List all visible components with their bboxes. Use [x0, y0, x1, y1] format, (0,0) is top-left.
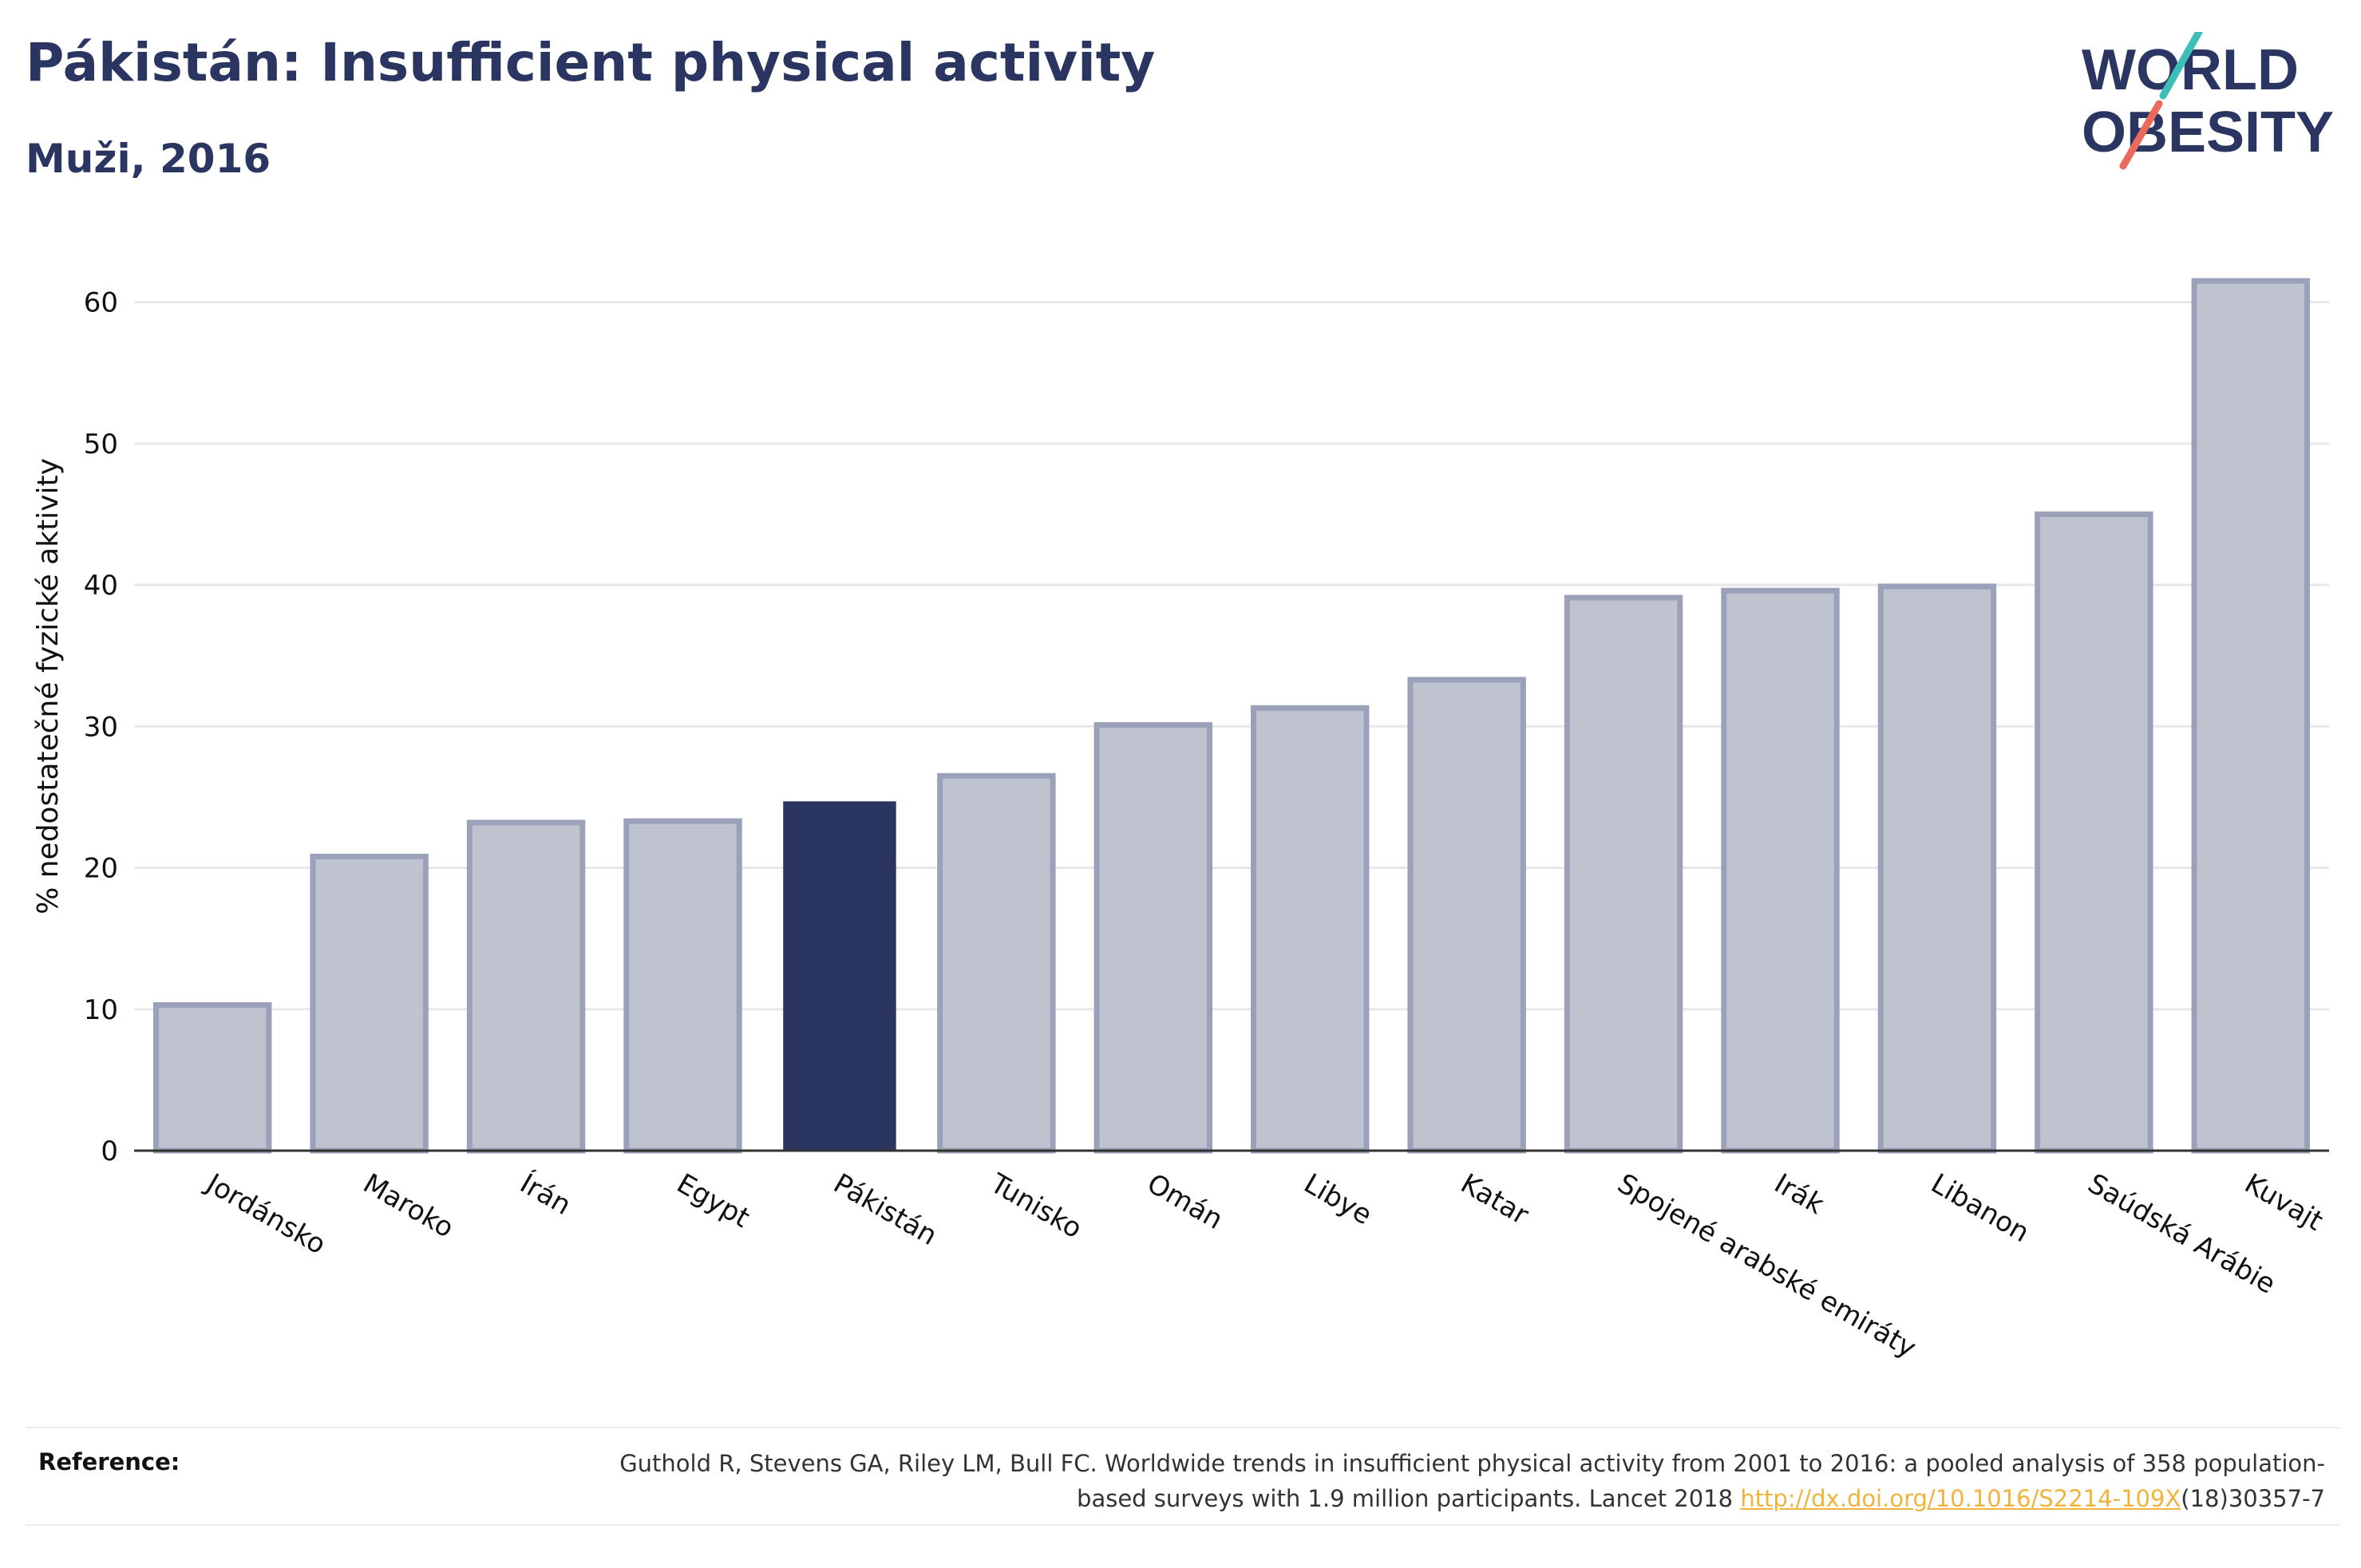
- bar-katar: [1407, 677, 1526, 1154]
- y-tick-label: 10: [84, 994, 118, 1026]
- bar-egypt: [623, 818, 742, 1154]
- bar-irák: [1721, 587, 1840, 1154]
- logo-slash-coral: [2119, 100, 2163, 170]
- bar-libye: [1251, 705, 1370, 1154]
- y-axis-label: % nedostatečné fyzické aktivity: [32, 458, 65, 914]
- y-tick-label: 60: [84, 287, 118, 319]
- x-tick-label: Tunisko: [984, 1167, 1087, 1246]
- y-tick-label: 0: [101, 1136, 118, 1167]
- x-tick-label: Irák: [1769, 1167, 1829, 1221]
- y-tick-label: 50: [84, 429, 118, 460]
- grid-lines: [134, 301, 2329, 1011]
- x-tick-label: Írán: [515, 1167, 577, 1222]
- y-tick-label: 40: [84, 570, 118, 602]
- x-tick-label: Libye: [1299, 1167, 1378, 1231]
- x-tick-label: Jordánsko: [200, 1167, 331, 1261]
- x-tick-label: Egypt: [671, 1167, 755, 1234]
- x-tick-label: Katar: [1455, 1167, 1534, 1231]
- x-tick-label: Kuvajt: [2239, 1167, 2328, 1238]
- bars: [153, 278, 2311, 1154]
- bar-chart: 0 10 20 30 40 50 60 Jordánsko Maroko Írán Egypt Pák…: [32, 278, 2329, 1365]
- y-tick-label: 20: [84, 853, 118, 885]
- chart-subtitle: Muži, 2016: [26, 136, 271, 182]
- bar-kuvajt: [2191, 278, 2311, 1154]
- bar-maroko: [310, 853, 429, 1154]
- reference-citation: Guthold R, Stevens GA, Riley LM, Bull FC…: [619, 1450, 2325, 1512]
- bar-írán: [466, 820, 586, 1154]
- x-tick-label: Libanon: [1925, 1167, 2035, 1249]
- x-tick-label: Pákistán: [828, 1167, 942, 1252]
- bar-saúdská-arábie: [2035, 511, 2153, 1154]
- reference-divider-top: [26, 1427, 2340, 1428]
- bar-omán: [1093, 722, 1212, 1154]
- logo-line2: OBESITY: [2082, 101, 2334, 164]
- x-tick-label: Omán: [1141, 1167, 1228, 1236]
- bar-spojené-arabské-emiráty: [1564, 594, 1683, 1154]
- x-tick-label: Spojené arabské emiráty: [1612, 1167, 1922, 1365]
- reference-text: Guthold R, Stevens GA, Riley LM, Bull FC…: [569, 1446, 2325, 1516]
- bar-tunisko: [937, 772, 1056, 1154]
- logo-slash-teal: [2159, 32, 2203, 100]
- y-tick-label: 30: [84, 711, 118, 743]
- bar-pákistán: [783, 801, 896, 1151]
- chart-title: Pákistán: Insufficient physical activity: [26, 32, 1156, 93]
- reference-doi-link[interactable]: http://dx.doi.org/10.1016/S2214-109X: [1740, 1485, 2181, 1512]
- reference-citation-end: (18)30357-7: [2181, 1485, 2325, 1512]
- x-tick-label: Maroko: [358, 1167, 459, 1244]
- bar-jordánsko: [153, 1001, 272, 1154]
- world-obesity-logo: WORLD OBESITY: [2082, 32, 2334, 170]
- reference-divider-bottom: [26, 1524, 2340, 1526]
- bar-libanon: [1877, 583, 1997, 1154]
- reference-label: Reference:: [38, 1448, 180, 1475]
